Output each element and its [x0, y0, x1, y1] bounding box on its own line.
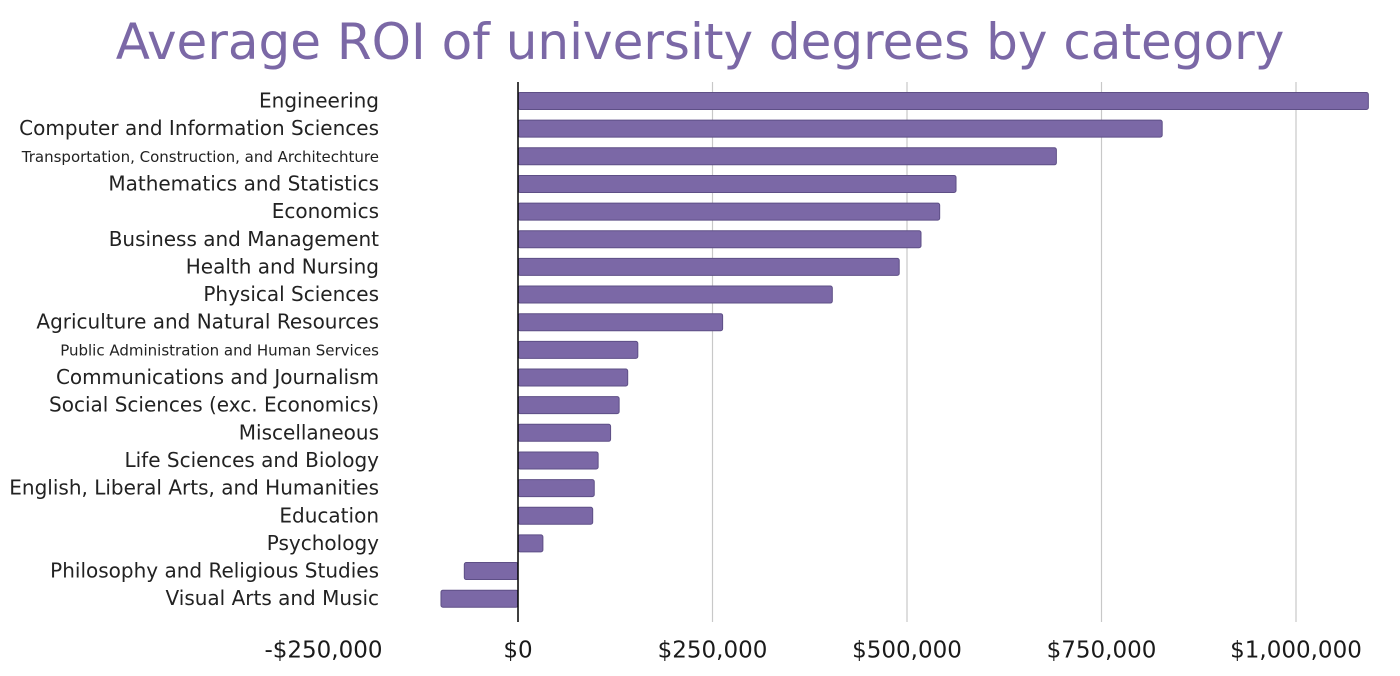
category-label-8: Agriculture and Natural Resources [36, 310, 379, 334]
x-tick-label-0: -$250,000 [264, 638, 382, 664]
category-label-6: Health and Nursing [186, 254, 379, 278]
x-tick-label-3: $500,000 [852, 638, 962, 664]
category-label-13: Life Sciences and Biology [124, 448, 379, 472]
category-label-11: Social Sciences (exc. Economics) [49, 393, 379, 417]
category-label-17: Philosophy and Religious Studies [50, 559, 379, 583]
category-label-15: Education [279, 503, 379, 527]
category-label-16: Psychology [267, 531, 379, 555]
category-label-2: Transportation, Construction, and Archit… [21, 148, 379, 166]
bar-3 [517, 174, 957, 193]
bar-0 [517, 92, 1369, 110]
bar-16 [517, 534, 544, 553]
bar-5 [517, 230, 922, 249]
category-label-4: Economics [272, 199, 379, 223]
x-tick-label-5: $1,000,000 [1230, 638, 1362, 664]
x-tick-labels: -$250,000 $0 $250,000 $500,000 $750,000 $1,00… [264, 638, 1361, 664]
category-label-1: Computer and Information Sciences [19, 116, 379, 140]
bar-15 [517, 506, 594, 525]
category-label-5: Business and Management [109, 227, 379, 251]
bar-7 [517, 285, 833, 304]
x-tick-label-4: $750,000 [1047, 638, 1157, 664]
category-label-0: Engineering [259, 89, 379, 113]
category-label-7: Physical Sciences [203, 282, 379, 306]
category-label-14: English, Liberal Arts, and Humanities [9, 476, 379, 500]
category-label-10: Communications and Journalism [56, 365, 379, 389]
bars [440, 92, 1369, 608]
category-label-12: Miscellaneous [239, 420, 379, 444]
bar-18 [440, 589, 519, 608]
category-label-18: Visual Arts and Music [166, 586, 379, 610]
bar-17 [463, 562, 519, 581]
category-label-3: Mathematics and Statistics [108, 171, 379, 195]
bar-4 [517, 202, 941, 221]
grid-lines [711, 82, 1297, 622]
x-tick-label-1: $0 [503, 638, 532, 664]
chart-title: Average ROI of university degrees by cat… [115, 13, 1285, 71]
bar-11 [517, 396, 620, 415]
bar-1 [517, 119, 1163, 138]
category-labels: Engineering Computer and Information Scie… [9, 89, 379, 611]
bar-12 [517, 423, 612, 442]
bar-6 [517, 257, 900, 276]
category-label-9: Public Administration and Human Services [60, 341, 379, 359]
x-tick-label-2: $250,000 [658, 638, 768, 664]
bar-14 [517, 479, 595, 498]
bar-2 [517, 147, 1057, 166]
bar-8 [517, 313, 724, 332]
bar-9 [517, 340, 639, 359]
bar-13 [517, 451, 599, 470]
bar-10 [517, 368, 629, 387]
